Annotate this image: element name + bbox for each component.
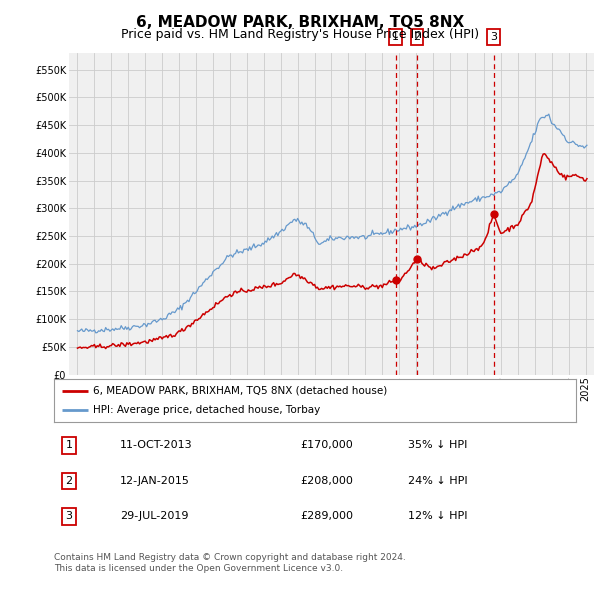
Text: £208,000: £208,000 bbox=[300, 476, 353, 486]
Text: £170,000: £170,000 bbox=[300, 441, 353, 450]
Text: HPI: Average price, detached house, Torbay: HPI: Average price, detached house, Torb… bbox=[93, 405, 320, 415]
Text: 1: 1 bbox=[392, 32, 399, 42]
Text: 12-JAN-2015: 12-JAN-2015 bbox=[120, 476, 190, 486]
Text: 24% ↓ HPI: 24% ↓ HPI bbox=[408, 476, 467, 486]
Text: 3: 3 bbox=[65, 512, 73, 521]
Text: 11-OCT-2013: 11-OCT-2013 bbox=[120, 441, 193, 450]
Text: 12% ↓ HPI: 12% ↓ HPI bbox=[408, 512, 467, 521]
Text: 6, MEADOW PARK, BRIXHAM, TQ5 8NX: 6, MEADOW PARK, BRIXHAM, TQ5 8NX bbox=[136, 15, 464, 30]
Text: 3: 3 bbox=[490, 32, 497, 42]
Text: 2: 2 bbox=[413, 32, 421, 42]
Text: 2: 2 bbox=[65, 476, 73, 486]
Text: 6, MEADOW PARK, BRIXHAM, TQ5 8NX (detached house): 6, MEADOW PARK, BRIXHAM, TQ5 8NX (detach… bbox=[93, 386, 388, 396]
Text: 1: 1 bbox=[65, 441, 73, 450]
Text: £289,000: £289,000 bbox=[300, 512, 353, 521]
Text: 35% ↓ HPI: 35% ↓ HPI bbox=[408, 441, 467, 450]
Text: 29-JUL-2019: 29-JUL-2019 bbox=[120, 512, 188, 521]
Text: Price paid vs. HM Land Registry's House Price Index (HPI): Price paid vs. HM Land Registry's House … bbox=[121, 28, 479, 41]
Text: Contains HM Land Registry data © Crown copyright and database right 2024.
This d: Contains HM Land Registry data © Crown c… bbox=[54, 553, 406, 573]
